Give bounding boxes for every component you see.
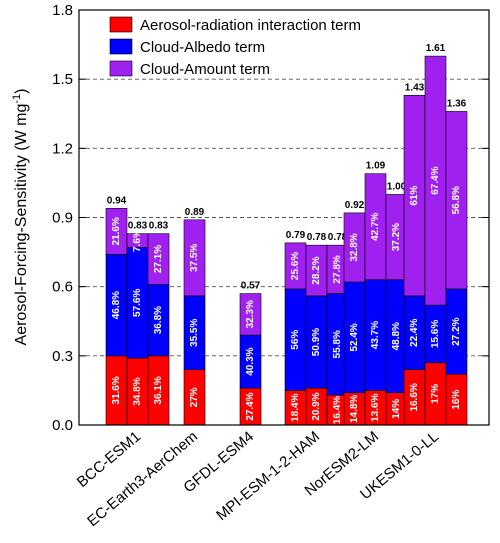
segment-percent-label: 17% xyxy=(430,384,441,404)
y-axis-label: Aerosol-Forcing-Sensitivity (W mg-1) xyxy=(11,89,30,346)
bar-group: 27.4% 40.3% 32.3% 0.57 xyxy=(239,281,262,426)
bar-total-label: 1.43 xyxy=(405,82,425,93)
y-tick-label: 0.6 xyxy=(52,279,73,296)
segment-percent-label: 43.7% xyxy=(370,321,381,349)
segment-percent-label: 16.6% xyxy=(409,383,420,411)
segment-percent-label: 55.8% xyxy=(332,330,343,358)
bar-total-label: 1.61 xyxy=(426,43,446,54)
bar-total-label: 0.92 xyxy=(345,200,365,211)
segment-percent-label: 20.9% xyxy=(311,392,322,420)
segment-percent-label: 16% xyxy=(451,390,462,410)
segment-percent-label: 52.4% xyxy=(349,323,360,351)
bar-segment xyxy=(445,111,468,290)
segment-percent-label: 42.7% xyxy=(370,212,381,240)
bar-segment xyxy=(105,207,128,255)
legend-swatch xyxy=(109,16,133,33)
segment-percent-label: 14% xyxy=(391,399,402,419)
segment-percent-label: 7.6% xyxy=(132,229,143,252)
gridlines xyxy=(79,78,489,357)
segment-percent-label: 18.4% xyxy=(290,393,301,421)
bar-segment xyxy=(147,233,170,285)
bar-total-label: 1.00 xyxy=(387,181,407,192)
segment-percent-label: 27.4% xyxy=(245,392,256,420)
segment-percent-label: 34.8% xyxy=(132,377,143,405)
segment-percent-label: 67.4% xyxy=(430,166,441,194)
segment-percent-label: 25.6% xyxy=(290,252,301,280)
y-tick-label: 1.8 xyxy=(52,2,73,19)
segment-percent-label: 16.4% xyxy=(332,396,343,424)
segment-percent-label: 56% xyxy=(290,330,301,350)
y-tick-label: 1.5 xyxy=(52,71,73,88)
bar-total-label: 0.89 xyxy=(185,207,205,218)
segment-percent-label: 21.6% xyxy=(111,217,122,245)
bar-total-label: 0.79 xyxy=(286,230,306,241)
segment-percent-label: 27.8% xyxy=(332,255,343,283)
y-tick-label: 0.9 xyxy=(52,210,73,227)
segment-percent-label: 32.3% xyxy=(245,300,256,328)
segment-percent-label: 15.6% xyxy=(430,320,441,348)
legend-swatch xyxy=(109,38,133,55)
bar-segment xyxy=(183,219,206,297)
bar-group: 18.4% 56% 25.6% 0.79 20.9% 50.9% 28.2% 0.78 16.4… xyxy=(284,230,349,426)
bar-segment xyxy=(239,293,262,336)
bar-group: 14.8% 52.4% 32.8% 0.92 13.6% 43.7% 42.7% 1.09 14… xyxy=(343,161,408,426)
segment-percent-label: 27.1% xyxy=(153,245,164,273)
legend-swatch xyxy=(109,60,133,77)
segment-percent-label: 27.2% xyxy=(451,317,462,345)
bar-total-label: 0.78 xyxy=(328,232,348,243)
segment-percent-label: 32.8% xyxy=(349,233,360,261)
segment-percent-label: 50.9% xyxy=(311,328,322,356)
bar-total-label: 0.83 xyxy=(149,221,169,232)
y-tick-label: 0.0 xyxy=(52,417,73,434)
bar-total-label: 1.36 xyxy=(447,98,467,109)
segment-percent-label: 36.8% xyxy=(153,306,164,334)
bar-group: 27% 35.5% 37.5% 0.89 xyxy=(183,207,206,426)
segment-percent-label: 13.6% xyxy=(370,393,381,421)
segment-percent-label: 37.2% xyxy=(391,223,402,251)
segment-percent-label: 57.6% xyxy=(132,289,143,317)
x-axis-label: EC-Earth3-AerChem xyxy=(84,428,201,530)
segment-percent-label: 37.5% xyxy=(189,244,200,272)
segment-percent-label: 22.4% xyxy=(409,318,420,346)
x-axis-labels: BCC-ESM1EC-Earth3-AerChemGFDL-ESM4MPI-ES… xyxy=(74,428,442,530)
segment-percent-label: 36.1% xyxy=(153,376,164,404)
bar-group: 31.6%46.8%21.6%0.9434.8%57.6%7.6%0.8336.… xyxy=(105,195,170,426)
legend-label: Aerosol-radiation interaction term xyxy=(140,17,361,34)
y-axis: 0.0 0.3 0.6 0.9 1.2 1.5 1.8 xyxy=(52,2,489,434)
segment-percent-label: 31.6% xyxy=(111,376,122,404)
legend: Aerosol-radiation interaction term Cloud-… xyxy=(109,16,361,78)
segment-percent-label: 28.2% xyxy=(311,256,322,284)
legend-label: Cloud-Amount term xyxy=(140,61,270,78)
bar-total-label: 0.94 xyxy=(107,195,127,206)
segment-percent-label: 14.8% xyxy=(349,395,360,423)
legend-label: Cloud-Albedo term xyxy=(140,39,265,56)
segment-percent-label: 35.5% xyxy=(189,318,200,346)
segment-percent-label: 46.8% xyxy=(111,291,122,319)
bar-group: 16.6% 22.4% 61% 1.43 17% 15.6% 67.4% 1.61 16% 27.… xyxy=(403,43,468,426)
segment-percent-label: 48.8% xyxy=(391,322,402,350)
bar-total-label: 1.09 xyxy=(366,161,386,172)
bar-total-label: 0.83 xyxy=(128,221,148,232)
segment-percent-label: 61% xyxy=(409,185,420,205)
bar-groups: 31.6%46.8%21.6%0.9434.8%57.6%7.6%0.8336.… xyxy=(105,43,468,426)
y-tick-label: 0.3 xyxy=(52,348,73,365)
bar-total-label: 0.57 xyxy=(241,281,261,292)
segment-percent-label: 27% xyxy=(189,387,200,407)
segment-percent-label: 56.8% xyxy=(451,186,462,214)
segment-percent-label: 40.3% xyxy=(245,347,256,375)
bar-total-label: 0.78 xyxy=(307,232,327,243)
y-tick-label: 1.2 xyxy=(52,140,73,157)
